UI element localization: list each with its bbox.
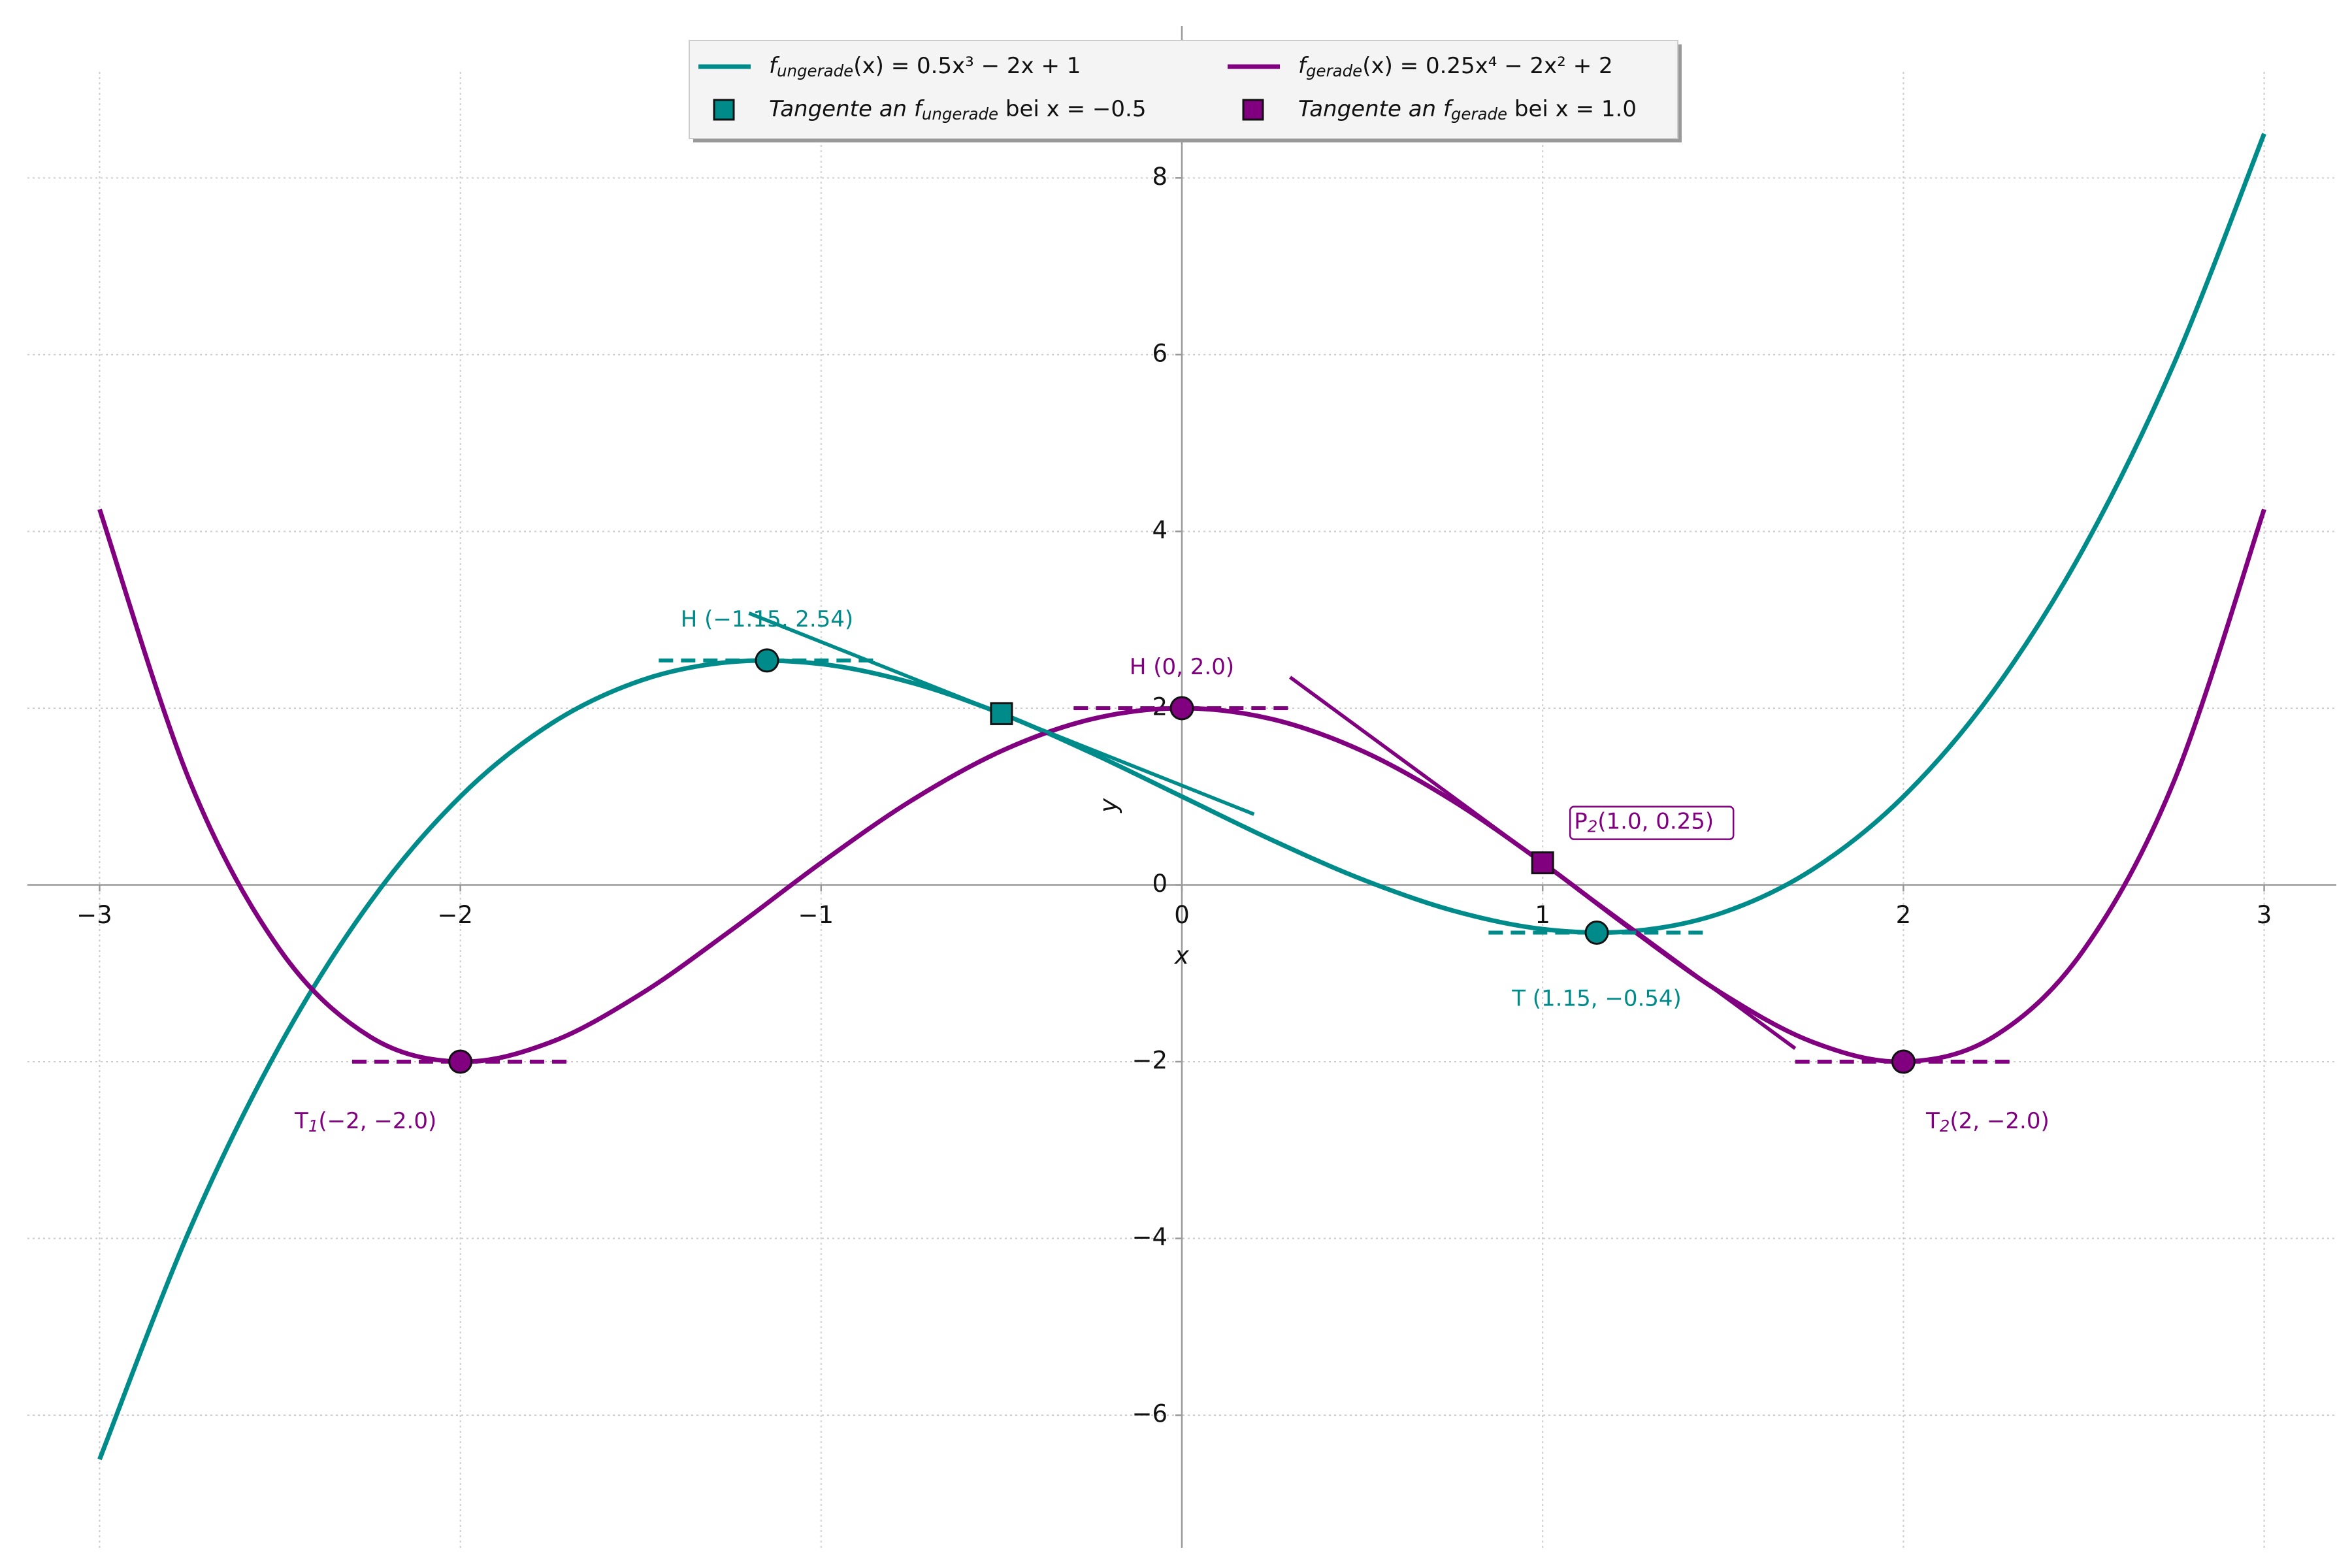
label-part: H (−1.15, 2.54) <box>681 606 853 632</box>
x-tick-label: −3 <box>76 901 112 929</box>
label: H (0, 2.0) <box>1130 653 1234 679</box>
label: T (1.15, −0.54) <box>1511 985 1682 1011</box>
subscript: ungerade <box>777 61 853 80</box>
label-part: Tangente an f <box>769 96 925 122</box>
label-part: T (1.15, −0.54) <box>1511 985 1682 1011</box>
subscript: gerade <box>1306 61 1362 80</box>
label: H (−1.15, 2.54) <box>681 606 853 632</box>
extremum-point <box>755 648 779 673</box>
x-axis-label: x <box>1174 941 1190 970</box>
label-part: (1.0, 0.25) <box>1597 808 1714 834</box>
y-tick-label: 8 <box>1152 163 1168 191</box>
label: T2(2, −2.0) <box>1925 1108 2050 1136</box>
label-part: (x) = 0.25x⁴ − 2x² + 2 <box>1362 53 1612 79</box>
y-tick-label: −6 <box>1132 1400 1168 1428</box>
x-tick-label: −1 <box>798 901 834 929</box>
label-part: Tangente an f <box>1298 96 1454 122</box>
subscript: 2 <box>1588 817 1598 836</box>
label: Tangente an fungerade bei x = −0.5 <box>769 96 1146 124</box>
label-part: bei x = −0.5 <box>998 96 1146 122</box>
extremum-point <box>1584 921 1609 945</box>
x-tick-label: 1 <box>1535 901 1550 929</box>
subscript: 2 <box>1940 1117 1950 1135</box>
label-part: (−2, −2.0) <box>318 1108 436 1134</box>
label-part: P <box>1574 808 1588 834</box>
label: P2(1.0, 0.25) <box>1574 808 1714 836</box>
x-tick-label: 2 <box>1896 901 1912 929</box>
x-tick-label: 3 <box>2257 901 2272 929</box>
tangent-point <box>990 702 1013 725</box>
label-box <box>1569 806 1735 840</box>
label: Tangente an fgerade bei x = 1.0 <box>1298 96 1637 124</box>
label-part: T <box>1925 1108 1940 1134</box>
legend-marker <box>713 99 735 121</box>
x-tick-label: 0 <box>1174 901 1190 929</box>
curve <box>97 133 2266 1461</box>
y-tick-label: −4 <box>1132 1223 1168 1251</box>
label-part: T <box>294 1108 308 1134</box>
subscript: gerade <box>1451 105 1507 123</box>
label-part: (2, −2.0) <box>1950 1108 2049 1134</box>
subscript: ungerade <box>922 105 998 123</box>
label-part: (x) = 0.5x³ − 2x + 1 <box>853 53 1081 79</box>
legend <box>689 40 1678 139</box>
tangent-point <box>1531 851 1554 875</box>
y-tick-label: 4 <box>1152 516 1168 544</box>
extremum-point <box>448 1049 473 1074</box>
y-axis-label: y <box>1095 798 1123 813</box>
extremum-point <box>1891 1049 1916 1074</box>
y-tick-label: 6 <box>1152 339 1168 367</box>
label-part: bei x = 1.0 <box>1507 96 1637 122</box>
subscript: 1 <box>308 1117 319 1135</box>
label: fgerade(x) = 0.25x⁴ − 2x² + 2 <box>1298 53 1613 81</box>
x-tick-label: −2 <box>437 901 473 929</box>
extremum-point <box>1169 696 1194 721</box>
label: fungerade(x) = 0.5x³ − 2x + 1 <box>769 53 1081 81</box>
y-tick-label: 0 <box>1152 870 1168 898</box>
label-part: H (0, 2.0) <box>1130 653 1234 679</box>
legend-marker <box>1242 99 1264 121</box>
y-tick-label: −2 <box>1132 1047 1168 1075</box>
label: T1(−2, −2.0) <box>294 1108 436 1136</box>
